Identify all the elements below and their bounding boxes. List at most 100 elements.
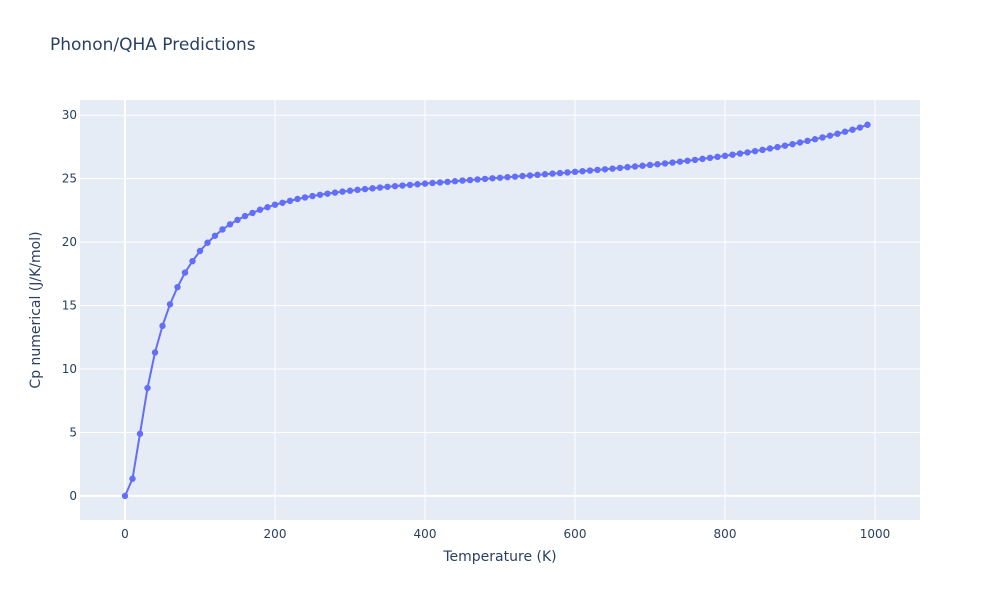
data-point[interactable] xyxy=(676,158,684,165)
data-point[interactable] xyxy=(151,349,159,356)
data-point[interactable] xyxy=(256,206,264,213)
data-point[interactable] xyxy=(436,179,444,186)
data-point[interactable] xyxy=(601,166,609,173)
data-point[interactable] xyxy=(181,269,189,276)
data-point[interactable] xyxy=(639,162,646,169)
data-point[interactable] xyxy=(196,247,204,255)
data-point[interactable] xyxy=(481,175,489,183)
data-point[interactable] xyxy=(616,164,624,172)
data-point[interactable] xyxy=(541,171,549,178)
data-point[interactable] xyxy=(796,139,804,146)
data-point[interactable] xyxy=(339,188,346,195)
data-point[interactable] xyxy=(429,179,436,187)
data-point[interactable] xyxy=(534,171,541,179)
data-point[interactable] xyxy=(736,150,744,157)
data-point[interactable] xyxy=(579,167,586,175)
data-point[interactable] xyxy=(511,173,519,180)
data-point[interactable] xyxy=(166,301,174,308)
data-point[interactable] xyxy=(121,492,129,500)
data-point[interactable] xyxy=(849,126,856,133)
data-point[interactable] xyxy=(864,121,871,128)
data-point[interactable] xyxy=(279,199,286,206)
data-point[interactable] xyxy=(466,176,474,184)
data-point[interactable] xyxy=(691,156,699,164)
data-point[interactable] xyxy=(504,173,511,181)
data-point[interactable] xyxy=(444,178,451,186)
data-point[interactable] xyxy=(624,163,631,171)
data-point[interactable] xyxy=(856,124,864,131)
data-point[interactable] xyxy=(489,175,496,182)
data-point[interactable] xyxy=(721,152,729,160)
data-point[interactable] xyxy=(496,174,504,181)
data-point[interactable] xyxy=(549,170,556,177)
data-point[interactable] xyxy=(406,181,414,189)
data-point[interactable] xyxy=(159,322,166,330)
data-point[interactable] xyxy=(354,186,361,194)
data-point[interactable] xyxy=(226,221,234,228)
data-point[interactable] xyxy=(376,184,384,191)
data-point[interactable] xyxy=(294,195,301,203)
data-point[interactable] xyxy=(451,178,459,185)
data-point[interactable] xyxy=(811,136,819,143)
data-point[interactable] xyxy=(174,283,181,291)
data-point[interactable] xyxy=(324,190,331,197)
data-point[interactable] xyxy=(774,143,781,151)
data-point[interactable] xyxy=(766,145,774,152)
data-point[interactable] xyxy=(189,257,196,265)
data-point[interactable] xyxy=(391,182,399,190)
data-point[interactable] xyxy=(249,209,256,217)
data-point[interactable] xyxy=(361,185,369,193)
data-point[interactable] xyxy=(346,187,354,194)
data-point[interactable] xyxy=(331,189,339,196)
data-point[interactable] xyxy=(459,177,466,184)
data-point[interactable] xyxy=(144,384,151,392)
data-point[interactable] xyxy=(646,161,654,169)
data-point[interactable] xyxy=(264,204,271,211)
data-point[interactable] xyxy=(841,128,849,135)
data-point[interactable] xyxy=(564,169,571,176)
data-point[interactable] xyxy=(271,201,279,208)
data-point[interactable] xyxy=(714,153,721,161)
data-point[interactable] xyxy=(556,169,564,177)
data-point[interactable] xyxy=(571,168,579,176)
data-point[interactable] xyxy=(414,181,421,188)
data-point[interactable] xyxy=(421,180,429,187)
data-point[interactable] xyxy=(706,154,714,162)
data-point[interactable] xyxy=(219,226,226,233)
data-point[interactable] xyxy=(684,157,691,164)
data-point[interactable] xyxy=(309,192,316,200)
data-point[interactable] xyxy=(286,197,294,205)
data-point[interactable] xyxy=(699,155,706,163)
data-point[interactable] xyxy=(526,172,534,179)
data-point[interactable] xyxy=(519,172,526,180)
data-point[interactable] xyxy=(781,142,789,149)
data-point[interactable] xyxy=(804,137,811,145)
data-point[interactable] xyxy=(316,191,324,198)
data-point[interactable] xyxy=(789,140,796,148)
data-point[interactable] xyxy=(744,149,751,156)
data-point[interactable] xyxy=(586,167,594,174)
data-point[interactable] xyxy=(136,430,144,437)
data-point[interactable] xyxy=(129,475,136,482)
data-point[interactable] xyxy=(669,159,676,166)
data-point[interactable] xyxy=(631,163,639,170)
data-point[interactable] xyxy=(211,232,219,239)
data-point[interactable] xyxy=(759,146,766,154)
data-point[interactable] xyxy=(384,183,391,190)
data-point[interactable] xyxy=(819,134,826,141)
data-point[interactable] xyxy=(661,160,669,167)
data-point[interactable] xyxy=(654,161,661,168)
data-point[interactable] xyxy=(399,182,406,189)
data-point[interactable] xyxy=(369,185,376,192)
data-point[interactable] xyxy=(751,147,759,155)
data-point[interactable] xyxy=(474,176,481,183)
data-point[interactable] xyxy=(826,132,834,139)
data-point[interactable] xyxy=(834,130,841,137)
data-point[interactable] xyxy=(234,216,241,224)
data-point[interactable] xyxy=(729,151,736,158)
data-point[interactable] xyxy=(594,166,601,174)
data-point[interactable] xyxy=(301,194,309,201)
data-point[interactable] xyxy=(204,239,211,246)
data-point[interactable] xyxy=(241,212,249,220)
data-point[interactable] xyxy=(609,165,616,172)
